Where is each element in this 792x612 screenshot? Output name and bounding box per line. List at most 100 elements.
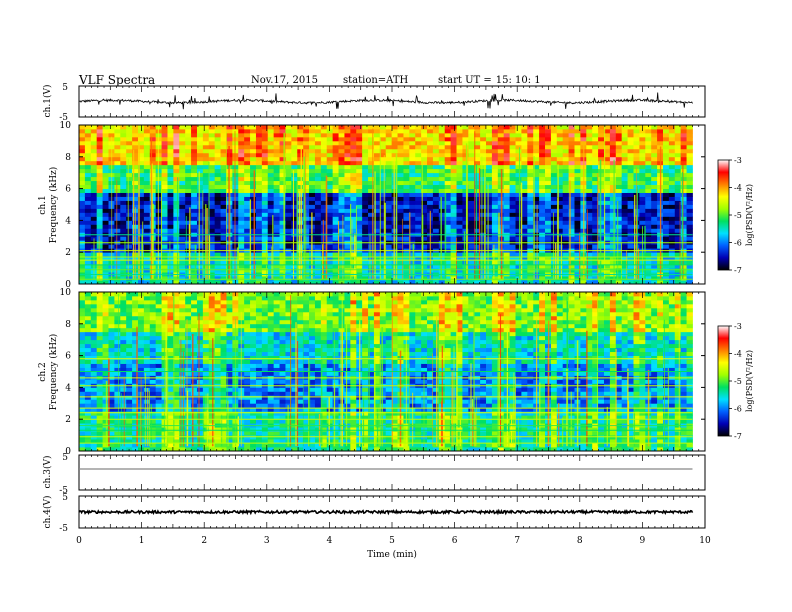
spectrogram-cell	[143, 379, 151, 384]
spectrogram-cell	[574, 212, 581, 217]
spectrogram-cell	[285, 216, 292, 221]
spectrogram-cell	[167, 355, 174, 360]
spectrogram-cell	[326, 148, 334, 154]
spectrogram-cell	[108, 295, 115, 301]
spectrogram-cell	[450, 204, 457, 209]
spectrogram-cell	[196, 260, 204, 265]
spectrogram-cell	[238, 168, 245, 174]
spectrogram-cell	[84, 327, 92, 333]
spectrogram-cell	[90, 395, 98, 400]
spectrogram-cell	[279, 244, 286, 249]
spectrogram-cell	[220, 212, 227, 217]
spectrogram-cell	[96, 280, 103, 285]
spectrogram-cell	[409, 256, 416, 261]
spectrogram-cell	[592, 188, 599, 193]
spectrogram-cell	[344, 160, 351, 166]
spectrogram-cell	[480, 192, 487, 197]
spectrogram-cell	[326, 244, 334, 249]
spectrogram-cell	[615, 188, 623, 193]
spectrogram-cell	[96, 367, 103, 372]
spectrogram-cell	[332, 125, 339, 130]
spectrogram-cell	[326, 132, 334, 138]
spectrogram-cell	[114, 132, 121, 138]
spectrogram-cell	[662, 268, 670, 273]
spectrogram-cell	[137, 172, 145, 178]
spectrogram-cell	[167, 427, 174, 432]
spectrogram-cell	[609, 220, 617, 225]
spectrogram-cell	[273, 260, 280, 265]
spectrogram-cell	[356, 196, 363, 201]
spectrogram-cell	[208, 208, 216, 213]
spectrogram-cell	[674, 136, 682, 142]
spectrogram-cell	[303, 216, 310, 221]
spectrogram-cell	[185, 168, 192, 174]
spectrogram-cell	[161, 184, 168, 190]
spectrogram-cell	[550, 140, 558, 146]
spectrogram-cell	[102, 244, 109, 249]
spectrogram-cell	[267, 188, 275, 193]
spectrogram-cell	[338, 220, 345, 225]
spectrogram-cell	[191, 228, 198, 233]
spectrogram-cell	[79, 252, 86, 257]
spectrogram-cell	[397, 192, 404, 197]
spectrogram-cell	[267, 212, 275, 217]
spectrogram-cell	[621, 228, 628, 233]
spectrogram-cell	[503, 212, 511, 217]
spectrogram-cell	[79, 351, 86, 357]
spectrogram-cell	[173, 264, 180, 269]
spectrogram-cell	[291, 148, 298, 154]
spectrogram-cell	[362, 244, 369, 249]
spectrogram-cell	[208, 140, 216, 146]
spectrogram-cell	[167, 148, 174, 154]
spectrogram-cell	[314, 220, 322, 225]
spectrogram-cell	[143, 435, 151, 440]
spectrogram-cell	[615, 192, 623, 197]
spectrogram-cell	[486, 168, 493, 174]
spectrogram-cell	[137, 303, 145, 309]
spectrogram-cell	[143, 299, 151, 305]
spectrogram-cell	[368, 268, 375, 273]
spectrogram-cell	[527, 256, 534, 261]
spectrogram-cell	[214, 196, 221, 201]
spectrogram-cell	[208, 148, 216, 154]
spectrogram-cell	[114, 331, 121, 337]
spectrogram-cell	[167, 299, 174, 305]
spectrogram-cell	[220, 200, 227, 205]
spectrogram-cell	[527, 204, 534, 209]
spectrogram-cell	[545, 144, 552, 150]
spectrogram-cell	[120, 128, 127, 134]
spectrogram-cell	[615, 156, 623, 162]
spectrogram-cell	[208, 228, 216, 233]
spectrogram-cell	[462, 268, 469, 273]
spectrogram-cell	[238, 216, 245, 221]
spectrogram-cell	[149, 367, 157, 372]
spectrogram-cell	[108, 419, 115, 424]
spectrogram-cell	[279, 184, 286, 190]
spectrogram-cell	[450, 256, 457, 261]
spectrogram-cell	[444, 125, 452, 130]
spectrogram-cell	[291, 128, 298, 134]
spectrogram-cell	[397, 180, 404, 186]
spectrogram-cell	[539, 132, 546, 138]
spectrogram-cell	[132, 196, 139, 201]
spectrogram-cell	[568, 216, 575, 221]
spectrogram-cell	[155, 435, 162, 440]
spectrogram-cell	[244, 256, 251, 261]
spectrogram-cell	[527, 160, 534, 166]
spectrogram-cell	[309, 148, 316, 154]
spectrogram-cell	[468, 220, 475, 225]
spectrogram-cell	[503, 136, 511, 142]
spectrogram-cell	[320, 200, 328, 205]
spectrogram-cell	[114, 399, 121, 404]
spectrogram-cell	[155, 407, 162, 412]
spectrogram-cell	[90, 228, 98, 233]
spectrogram-cell	[96, 128, 103, 134]
spectrogram-cell	[604, 156, 611, 162]
spectrogram-cell	[509, 228, 516, 233]
spectrogram-cell	[545, 228, 552, 233]
spectrogram-cell	[155, 132, 162, 138]
spectrogram-cell	[456, 188, 463, 193]
spectrogram-cell	[680, 196, 687, 201]
spectrogram-cell	[444, 216, 452, 221]
spectrogram-cell	[173, 431, 180, 436]
